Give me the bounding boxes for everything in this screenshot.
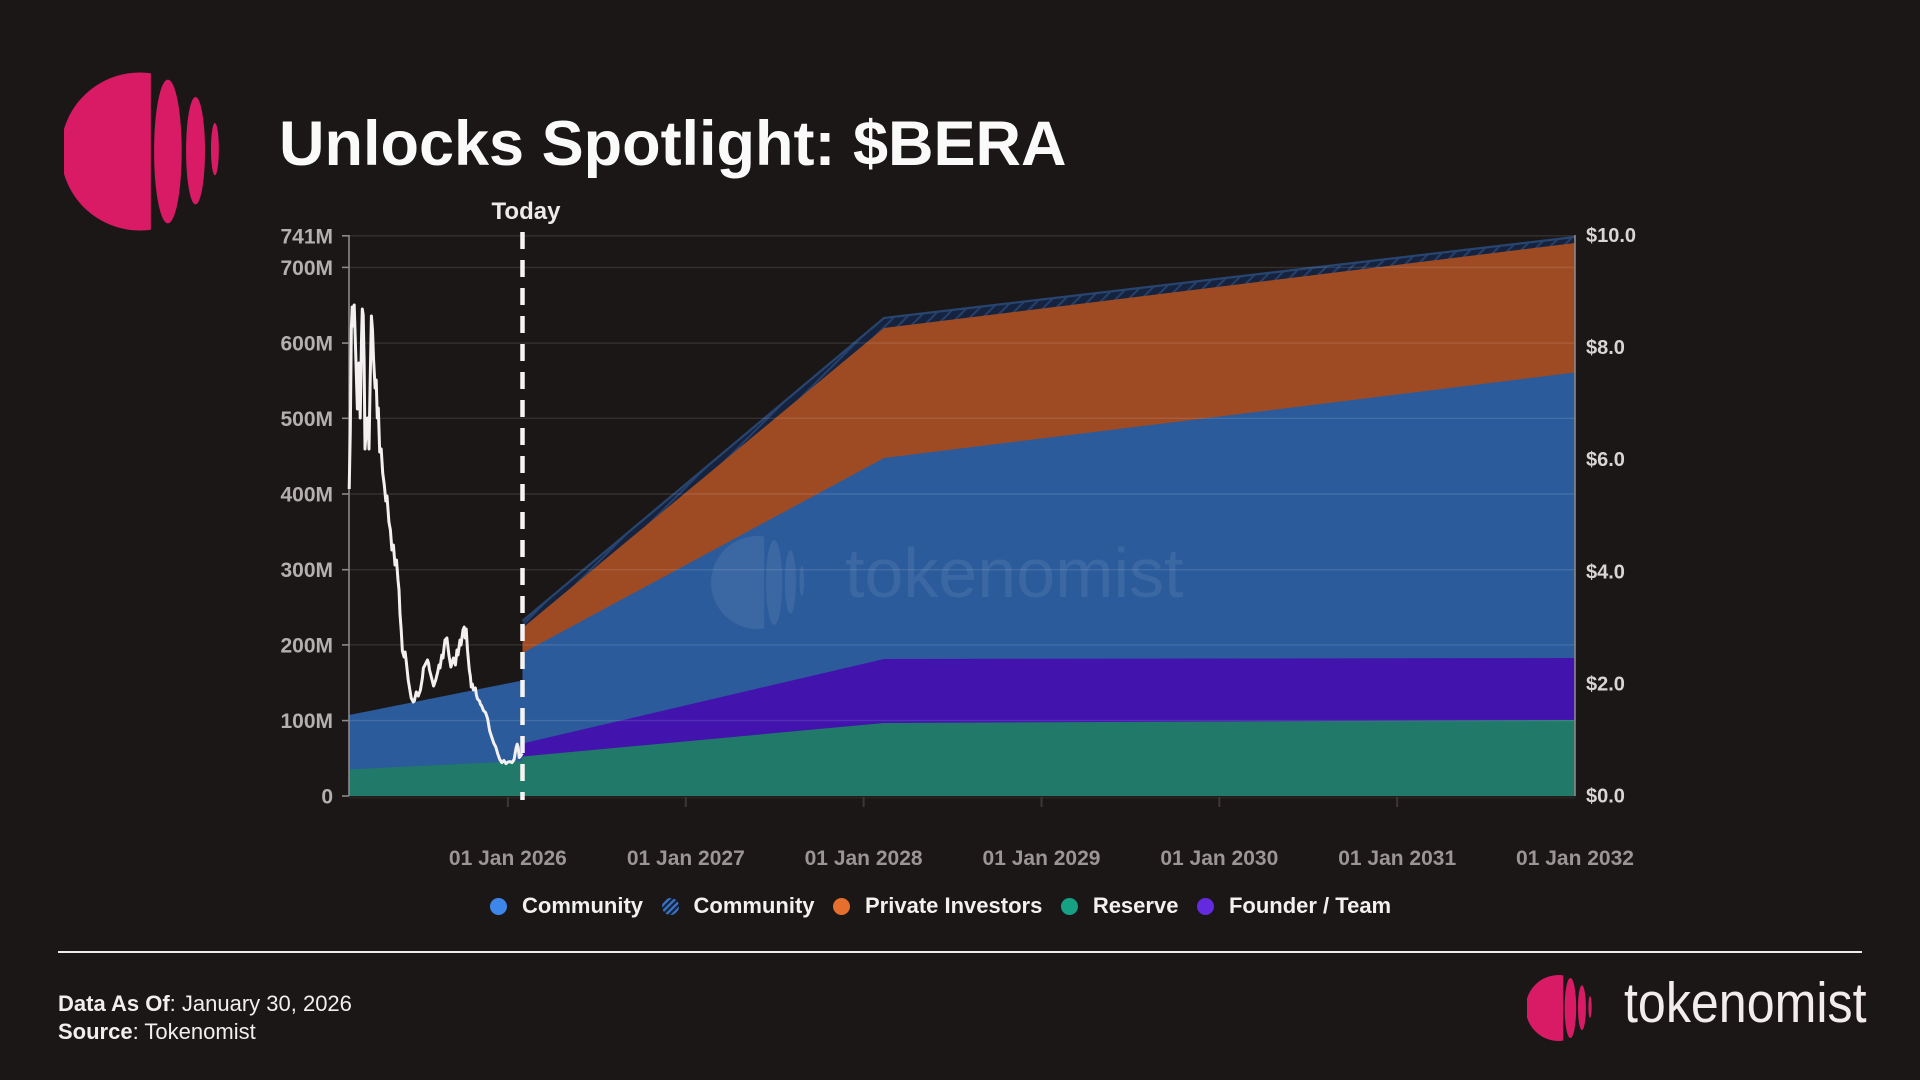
svg-text:$0.0: $0.0 bbox=[1586, 786, 1625, 808]
svg-text:741M: 741M bbox=[280, 225, 333, 248]
svg-text:300M: 300M bbox=[280, 559, 333, 582]
svg-text:700M: 700M bbox=[280, 257, 333, 280]
svg-text:100M: 100M bbox=[280, 710, 333, 733]
svg-text:01 Jan 2031: 01 Jan 2031 bbox=[1338, 847, 1456, 870]
svg-text:tokenomist: tokenomist bbox=[845, 534, 1183, 612]
svg-text:01 Jan 2032: 01 Jan 2032 bbox=[1516, 847, 1634, 870]
svg-text:$8.0: $8.0 bbox=[1586, 337, 1625, 359]
svg-text:$2.0: $2.0 bbox=[1586, 673, 1625, 695]
svg-text:01 Jan 2027: 01 Jan 2027 bbox=[627, 847, 745, 870]
svg-text:$6.0: $6.0 bbox=[1586, 449, 1625, 471]
svg-text:01 Jan 2029: 01 Jan 2029 bbox=[983, 847, 1101, 870]
svg-text:600M: 600M bbox=[280, 333, 333, 356]
svg-text:400M: 400M bbox=[280, 484, 333, 507]
svg-text:200M: 200M bbox=[280, 634, 333, 657]
svg-text:500M: 500M bbox=[280, 408, 333, 431]
svg-text:0: 0 bbox=[321, 786, 333, 809]
svg-text:$10.0: $10.0 bbox=[1586, 225, 1636, 247]
svg-text:$4.0: $4.0 bbox=[1586, 561, 1625, 583]
svg-text:01 Jan 2030: 01 Jan 2030 bbox=[1160, 847, 1278, 870]
svg-text:01 Jan 2028: 01 Jan 2028 bbox=[805, 847, 923, 870]
svg-text:01 Jan 2026: 01 Jan 2026 bbox=[449, 847, 567, 870]
